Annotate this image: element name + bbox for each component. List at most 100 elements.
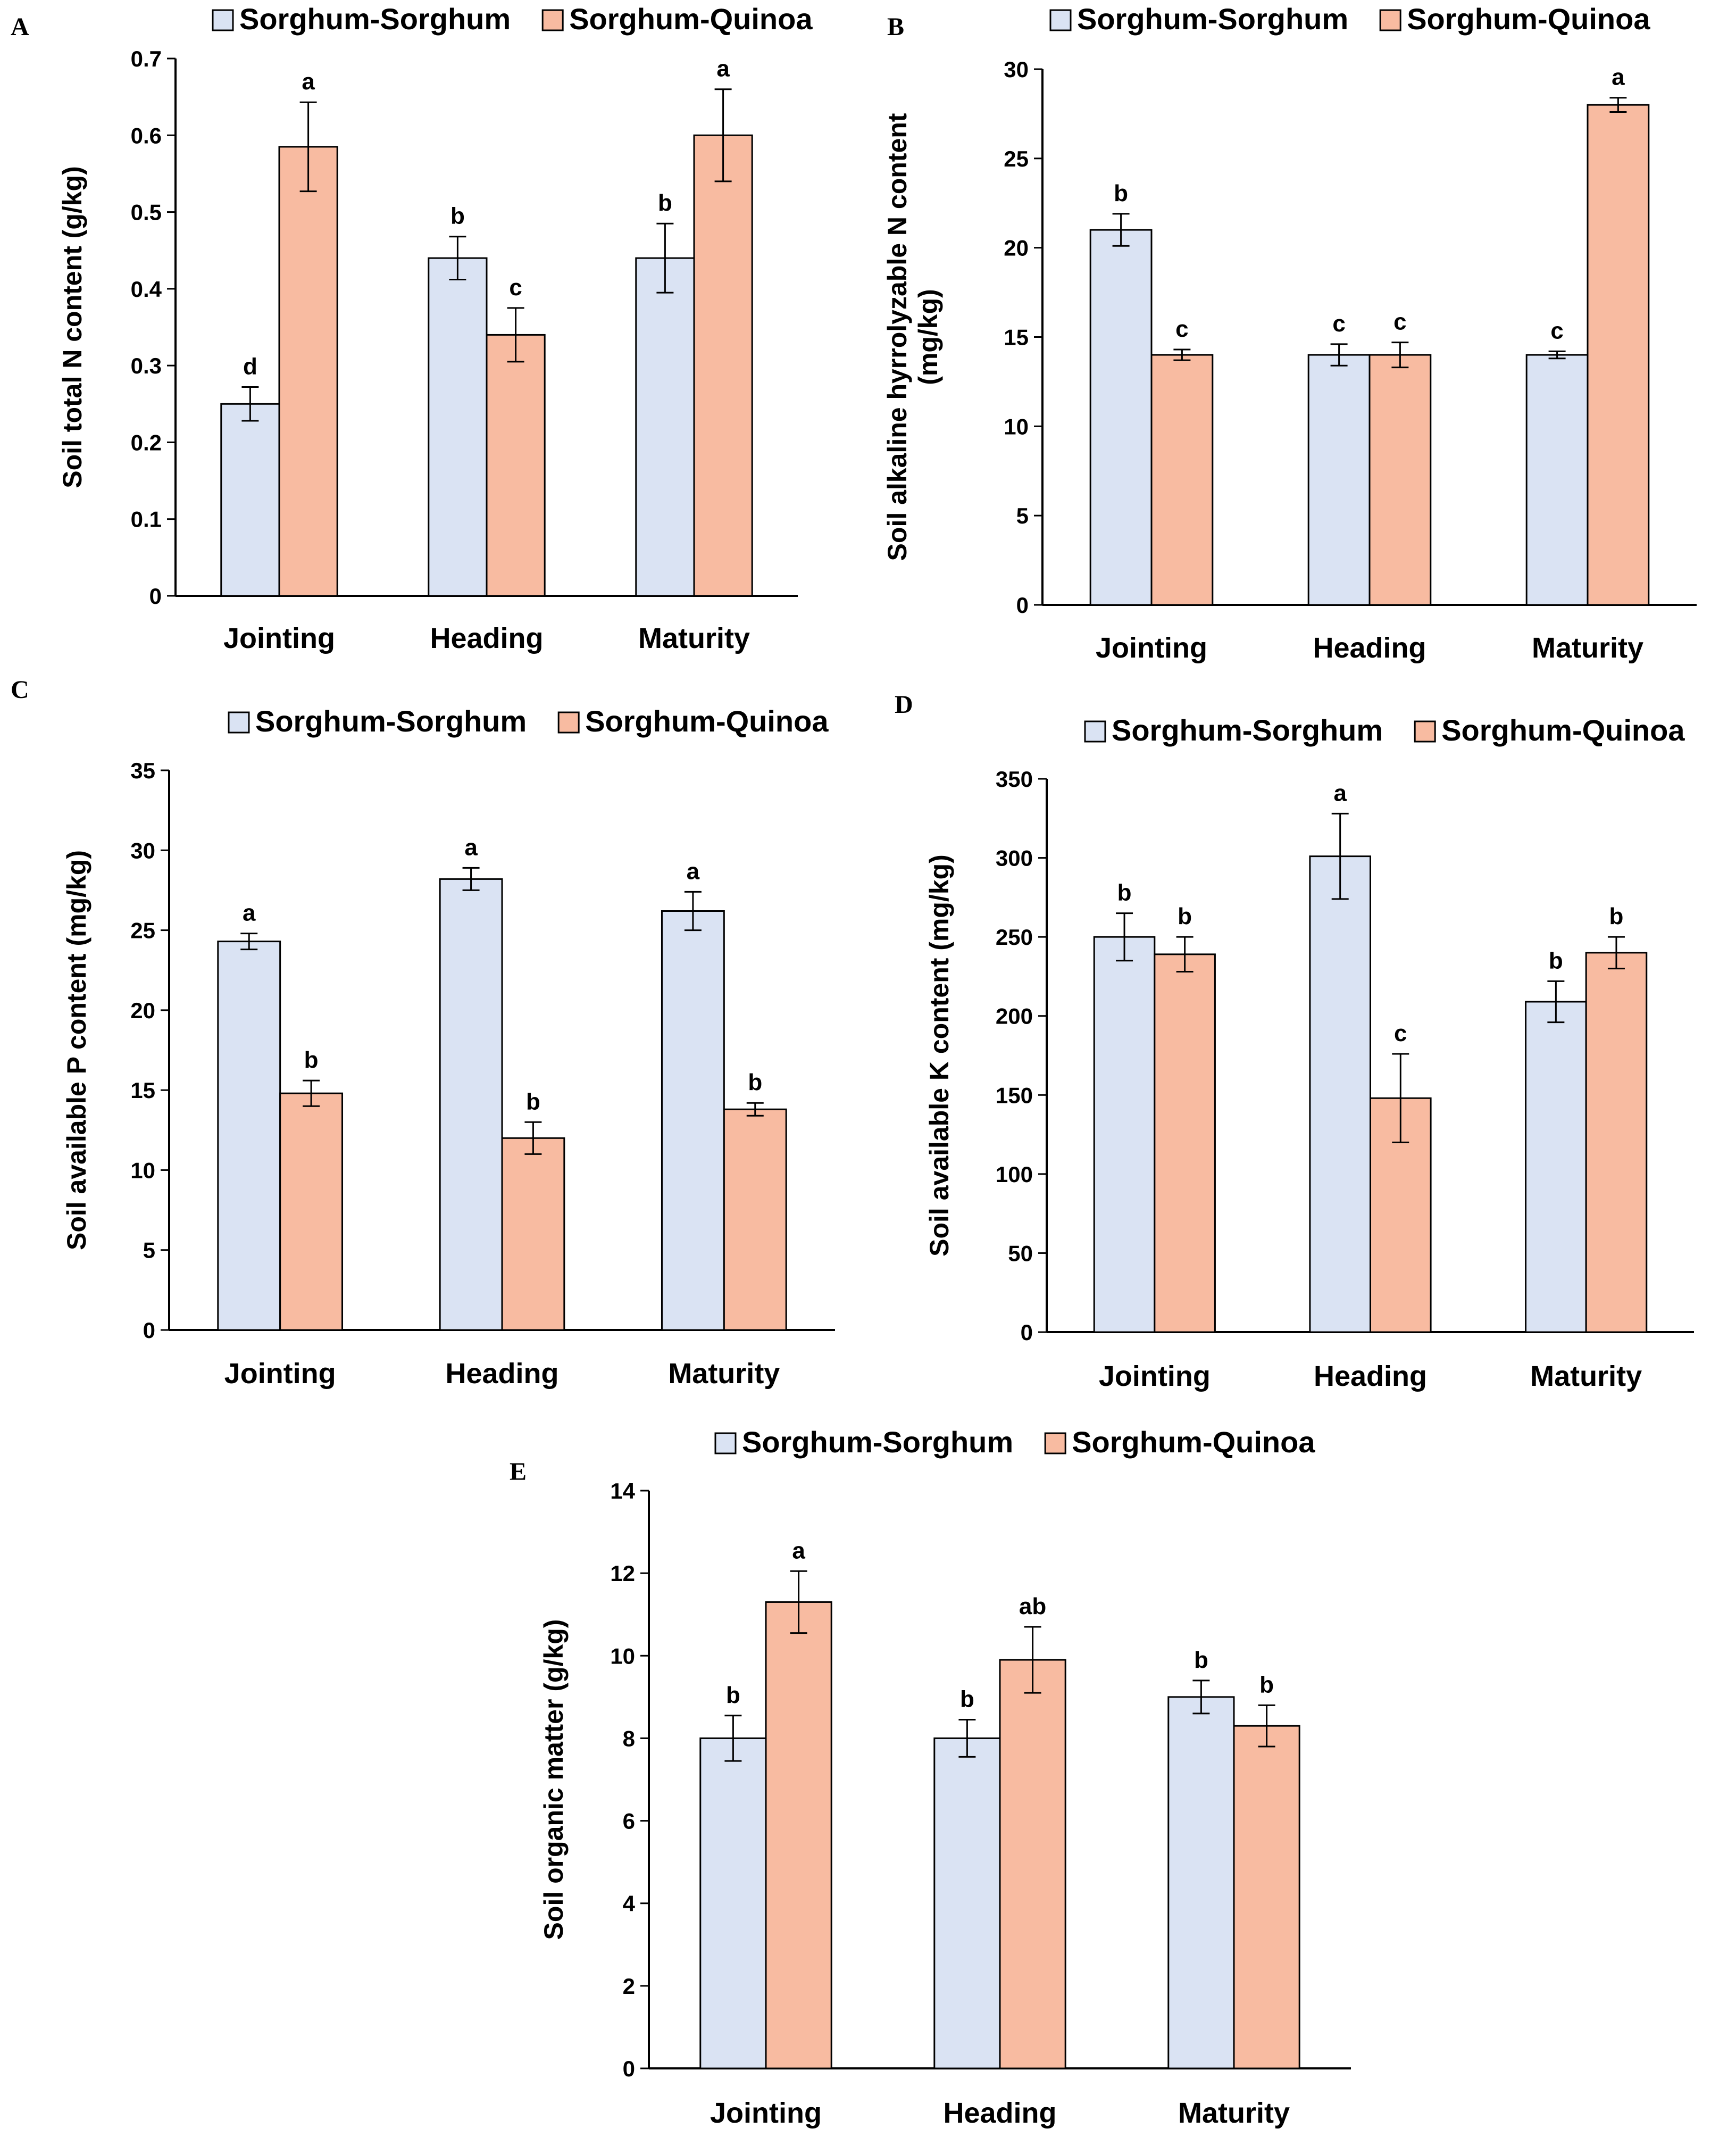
legend-label: Sorghum-Quinoa [1072,1425,1315,1459]
significance-letter: a [1612,64,1625,90]
bar [279,1092,344,1331]
y-tick-label: 300 [996,846,1033,871]
y-axis-title: Soil alkaline hyrrolyzable N content [882,113,912,561]
legend-label: Sorghum-Quinoa [585,704,829,738]
y-tick-label: 15 [1004,325,1029,350]
bar [501,1137,565,1331]
significance-letter: c [1394,1020,1407,1046]
y-tick-label: 200 [996,1004,1033,1029]
significance-letter: c [1175,316,1188,342]
significance-letter: b [1117,880,1132,906]
bar [1585,952,1648,1333]
panel-b: B Sorghum-Sorghum Sorghum-Quinoa 0 5 10 15 20 25… [882,2,1697,664]
legend-label: Sorghum-Quinoa [1441,713,1685,747]
panel-letter: D [895,691,913,719]
bar [1154,953,1216,1333]
y-tick-label: 25 [1004,146,1029,171]
x-category-label: Jointing [223,622,335,654]
bar [765,1601,832,2069]
y-tick-label: 10 [610,1643,635,1668]
bar [1309,855,1371,1333]
significance-letter: d [243,354,257,380]
x-category-label: Maturity [1532,632,1643,664]
y-tick-label: 20 [1004,236,1029,261]
legend-swatch [1414,720,1436,743]
y-tick-label: 150 [996,1083,1033,1108]
y-tick-label: 35 [130,758,155,783]
y-tick-label: 25 [130,918,155,943]
y-tick-label: 0 [1021,1320,1033,1345]
bar [635,257,695,597]
y-axis-title: (mg/kg) [913,289,943,385]
bar [699,1737,767,2069]
x-category-label: Jointing [224,1358,336,1390]
significance-letter: a [302,69,315,95]
bar [439,878,503,1331]
y-tick-label: 20 [130,998,155,1023]
y-tick-label: 30 [1004,57,1029,82]
legend-swatch [1379,9,1401,31]
bar [1368,354,1432,606]
x-category-label: Heading [943,2097,1056,2129]
y-tick-label: 8 [623,1726,635,1751]
bar [933,1737,1001,2069]
panel-letter: B [887,13,904,41]
x-category-label: Heading [1314,1360,1427,1392]
y-tick-label: 0 [623,2056,635,2081]
y-tick-label: 350 [996,767,1033,792]
significance-letter: b [1178,903,1192,929]
bar [661,910,725,1331]
significance-letter: b [526,1088,540,1115]
panel-letter: A [11,13,29,41]
y-axis-title: Soil available K content (mg/kg) [924,854,954,1257]
y-tick-label: 30 [130,838,155,863]
panel-letter: C [11,676,29,704]
y-tick-label: 4 [623,1891,636,1916]
significance-letter: a [792,1537,805,1564]
legend-swatch [557,711,580,734]
legend-label: Sorghum-Sorghum [742,1425,1013,1459]
significance-letter: ab [1019,1593,1046,1619]
y-tick-label: 15 [130,1078,155,1103]
y-tick-label: 10 [1004,414,1029,439]
significance-letter: c [509,275,522,301]
x-category-label: Maturity [1178,2097,1290,2129]
legend-label: Sorghum-Quinoa [569,2,813,36]
significance-letter: b [1259,1672,1274,1698]
significance-letter: b [960,1686,974,1712]
bar [486,334,546,597]
bar [1525,1001,1587,1333]
significance-letter: c [1393,309,1406,335]
bar [723,1108,787,1331]
panel-a: A Sorghum-Sorghum Sorghum-Quinoa 0 0.1 0.2 0.3… [11,2,813,654]
x-category-label: Jointing [1096,632,1207,664]
y-tick-label: 100 [996,1162,1033,1187]
significance-letter: b [748,1069,762,1095]
significance-letter: a [1333,780,1347,806]
x-category-label: Maturity [1530,1360,1642,1392]
significance-letter: c [1332,311,1345,337]
panel-letter: E [510,1458,527,1486]
bar [999,1659,1066,2069]
bar [428,257,488,597]
legend-swatch [228,711,250,734]
y-tick-label: 0.7 [131,46,162,71]
legend-label: Sorghum-Quinoa [1407,2,1650,36]
legend-label: Sorghum-Sorghum [1077,2,1348,36]
y-tick-label: 2 [623,1974,635,1999]
bar [220,403,280,597]
y-tick-label: 0 [149,584,162,609]
x-category-label: Jointing [1099,1360,1211,1392]
bar [217,941,281,1331]
significance-letter: b [658,190,672,216]
significance-letter: b [450,203,465,229]
significance-letter: b [1194,1647,1208,1673]
legend-label: Sorghum-Sorghum [1112,713,1383,747]
significance-letter: a [716,56,730,82]
y-tick-label: 0.1 [131,507,162,532]
panel-d: D Sorghum-Sorghum Sorghum-Quinoa 0 50 100 150 2… [895,691,1694,1392]
significance-letter: b [1549,947,1563,974]
x-category-label: Heading [430,622,543,654]
legend-swatch [212,9,234,31]
x-category-label: Jointing [710,2097,822,2129]
